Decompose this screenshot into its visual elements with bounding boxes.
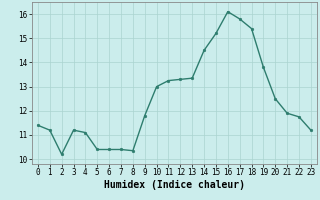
X-axis label: Humidex (Indice chaleur): Humidex (Indice chaleur) (104, 180, 245, 190)
